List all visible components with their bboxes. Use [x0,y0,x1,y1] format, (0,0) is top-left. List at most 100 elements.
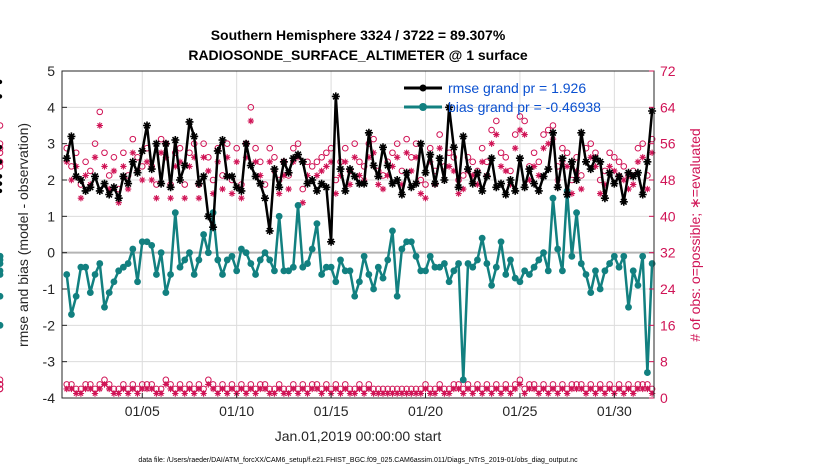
evaluated-obs-marker [526,176,533,184]
x-tick-label: 01/10 [219,403,254,419]
bias-point [134,278,141,286]
evaluated-obs-marker [648,390,656,397]
rmse-point-star [275,183,284,192]
bias-point [285,267,293,275]
bias-point [422,267,429,275]
rmse-point-star [383,161,392,170]
evaluated-obs-marker [77,195,85,202]
evaluated-obs-marker [379,390,387,397]
bias-point [162,289,170,297]
evaluated-obs-marker [195,385,203,393]
legend-rmse-marker [419,84,427,92]
evaluated-obs-marker [375,181,382,188]
rmse-point-star [67,132,76,141]
evaluated-obs-marker [483,385,491,393]
evaluated-obs-marker [73,390,80,397]
rmse-point-star [582,157,590,166]
possible-obs-marker [271,153,278,161]
possible-obs-marker [436,131,443,138]
evaluated-obs-marker [497,163,505,170]
evaluated-obs-marker [327,158,335,165]
possible-obs-marker [620,163,628,170]
possible-obs-marker [266,144,274,152]
rmse-point-star [143,121,151,130]
rmse-point-star [350,172,359,181]
rmse-point-star [147,165,156,174]
rmse-point-star [312,186,321,195]
rmse-series [0,80,657,246]
rmse-point-star [105,190,114,199]
y2-tick-label: 64 [660,99,676,115]
possible-obs-marker [200,140,207,147]
evaluated-obs-marker [115,199,122,206]
bias-point [242,249,250,257]
bias-point [275,212,283,220]
y-tick-label: -2 [43,317,56,333]
rmse-point-star [336,165,345,174]
evaluated-obs-marker [82,172,89,179]
evaluated-obs-marker [601,181,609,188]
rmse-point-star [171,136,180,144]
rmse-point-star [374,172,383,181]
bias-point [535,256,543,264]
evaluated-obs-marker [337,172,344,179]
rmse-point-star [648,107,657,115]
evaluated-obs-marker [648,149,656,156]
evaluated-obs-marker [143,158,151,165]
evaluated-obs-marker [200,390,207,397]
rmse-point-star [643,157,652,166]
evaluated-obs-marker [412,390,420,397]
evaluated-obs-marker [153,390,160,397]
rmse-point-star [482,172,491,181]
evaluated-obs-marker [252,390,259,397]
rmse-point [0,188,3,194]
evaluated-obs-marker [186,163,193,170]
evaluated-obs-marker [620,390,627,397]
bias-point [115,267,123,275]
evaluated-obs-marker [620,176,627,184]
evaluated-obs-marker [365,154,373,161]
evaluated-obs-marker [186,385,193,393]
bias-point [455,260,462,267]
rmse-point-star [638,190,647,199]
evaluated-obs-marker [120,385,127,393]
evaluated-obs-marker [280,390,288,397]
evaluated-obs-marker [242,390,250,397]
evaluated-obs-marker [337,390,344,397]
possible-obs-marker [105,172,113,179]
rmse-point-star [397,190,406,199]
possible-obs-marker [639,140,646,147]
evaluated-obs-marker [82,385,89,393]
rmse-point [0,174,3,179]
evaluated-obs-marker [417,190,424,197]
evaluated-obs-marker [389,163,396,170]
evaluated-obs-marker [493,385,500,393]
evaluated-obs-marker [106,385,113,393]
evaluated-obs-marker [479,158,486,165]
evaluated-obs-marker [625,185,632,193]
evaluated-obs-marker [445,163,453,170]
evaluated-obs-marker [294,390,302,397]
rmse-point-star [440,176,449,184]
y2-tick-label: 56 [660,136,676,152]
rmse-point-star [86,183,95,192]
bias-point [559,267,566,275]
rmse-point-star [615,172,624,181]
evaluated-obs-marker [512,145,519,152]
evaluated-obs-marker [379,185,387,193]
evaluated-obs-marker [162,154,170,161]
evaluated-obs-marker [507,181,514,188]
bias-point [450,267,458,275]
evaluated-obs-marker [469,172,476,179]
evaluated-obs-marker [276,190,283,197]
y2-axis-label: # of obs: o=possible; ∗=evaluated [687,128,703,341]
possible-obs-marker [129,135,137,143]
bias-point [313,220,321,228]
evaluated-obs-marker [479,390,486,397]
evaluated-obs-marker [365,385,373,393]
bias-point [540,249,547,257]
evaluated-obs-marker [559,385,566,393]
rmse-point-star [298,157,307,166]
evaluated-obs-marker [370,149,377,156]
